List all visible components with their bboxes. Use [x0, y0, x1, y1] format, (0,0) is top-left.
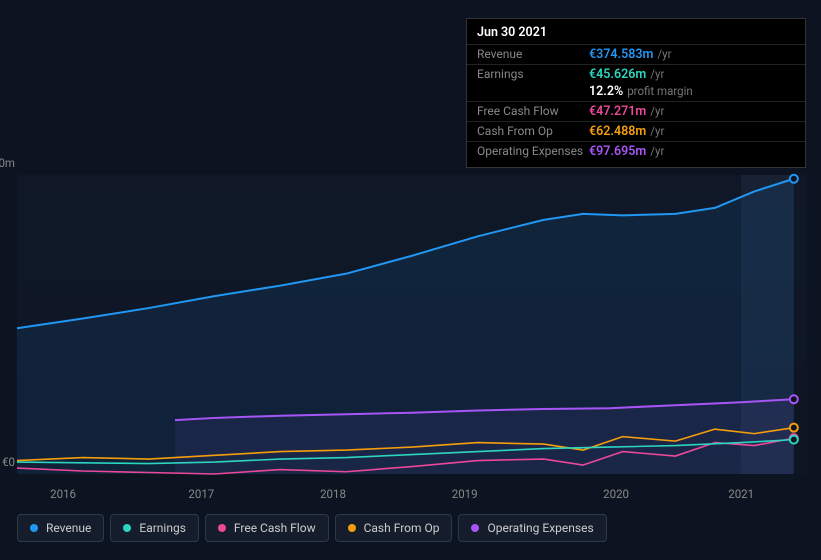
series-end-marker-earnings — [790, 436, 798, 444]
tooltip-date: Jun 30 2021 — [467, 25, 805, 44]
tooltip-row-revenue: Revenue€374.583m/yr — [467, 44, 805, 64]
tooltip-label: Earnings — [477, 67, 589, 81]
legend-label: Earnings — [139, 521, 186, 535]
series-end-marker-cashop — [790, 424, 798, 432]
series-end-marker-opex — [790, 395, 798, 403]
x-axis-label: 2017 — [188, 487, 214, 501]
tooltip-label: Cash From Op — [477, 124, 589, 138]
x-axis-label: 2019 — [452, 487, 478, 501]
legend-label: Free Cash Flow — [234, 521, 316, 535]
legend-dot-icon — [348, 524, 356, 532]
tooltip-sub-value: 12.2% — [589, 84, 623, 99]
tooltip-row-fcf: Free Cash Flow€47.271m/yr — [467, 101, 805, 121]
chart-tooltip: Jun 30 2021Revenue€374.583m/yrEarnings€4… — [466, 18, 806, 168]
legend-item-fcf[interactable]: Free Cash Flow — [205, 514, 329, 542]
y-axis-label: €400m — [0, 156, 15, 170]
legend-label: Operating Expenses — [487, 521, 593, 535]
legend-label: Revenue — [46, 521, 91, 535]
tooltip-sub-text: profit margin — [627, 84, 693, 98]
legend-item-revenue[interactable]: Revenue — [17, 514, 104, 542]
tooltip-label: Free Cash Flow — [477, 104, 589, 118]
tooltip-unit: /yr — [657, 47, 671, 61]
legend-dot-icon — [471, 524, 479, 532]
legend-item-opex[interactable]: Operating Expenses — [458, 514, 606, 542]
legend-dot-icon — [218, 524, 226, 532]
legend-item-cashop[interactable]: Cash From Op — [335, 514, 453, 542]
tooltip-unit: /yr — [650, 67, 664, 81]
series-end-marker-revenue — [790, 175, 798, 183]
tooltip-unit: /yr — [650, 104, 664, 118]
legend-item-earnings[interactable]: Earnings — [110, 514, 199, 542]
x-axis-label: 2018 — [320, 487, 346, 501]
x-axis-label: 2021 — [728, 487, 754, 501]
tooltip-value: €97.695m — [589, 144, 646, 159]
legend-dot-icon — [123, 524, 131, 532]
chart-legend: Revenue Earnings Free Cash Flow Cash From O… — [17, 514, 607, 542]
tooltip-unit: /yr — [650, 124, 664, 138]
tooltip-unit: /yr — [650, 144, 664, 158]
tooltip-value: €62.488m — [589, 124, 646, 139]
y-axis-label: €0 — [0, 455, 15, 469]
x-axis-label: 2016 — [50, 487, 76, 501]
x-axis-label: 2020 — [603, 487, 629, 501]
tooltip-label: Operating Expenses — [477, 144, 589, 158]
tooltip-row-earnings: Earnings€45.626m/yr — [467, 64, 805, 84]
tooltip-value: €45.626m — [589, 67, 646, 82]
tooltip-row-cashop: Cash From Op€62.488m/yr — [467, 121, 805, 141]
legend-dot-icon — [30, 524, 38, 532]
tooltip-value: €374.583m — [589, 47, 653, 62]
tooltip-value: €47.271m — [589, 104, 646, 119]
tooltip-label: Revenue — [477, 47, 589, 61]
legend-label: Cash From Op — [364, 521, 440, 535]
tooltip-subrow-earnings: 12.2% profit margin — [467, 84, 805, 101]
tooltip-row-opex: Operating Expenses€97.695m/yr — [467, 141, 805, 161]
